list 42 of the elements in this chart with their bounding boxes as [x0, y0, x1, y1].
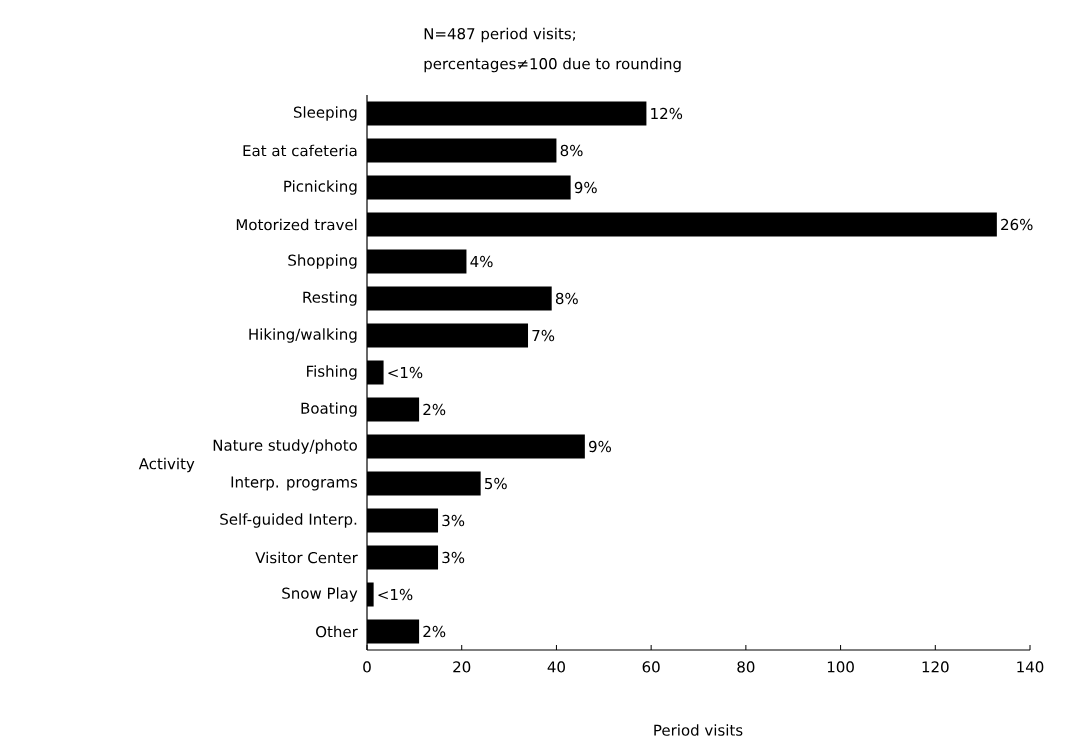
y-tick-label: Nature study/photo [213, 439, 357, 454]
y-tick-label: Snow Play [282, 587, 358, 602]
y-tick-label: Picnicking [284, 180, 357, 195]
x-tick-label: 100 [827, 661, 854, 673]
annotation: 9% [574, 181, 597, 194]
annotation: 2% [423, 403, 446, 416]
annotation: 2% [423, 625, 446, 638]
annotation: 8% [560, 144, 583, 157]
chart-subtitle: percentages≠100 due to rounding [424, 57, 681, 73]
annotation: 12% [651, 107, 683, 120]
annotation: <1% [378, 588, 413, 601]
x-tick-label: 140 [1017, 661, 1044, 673]
annotation: 26% [1001, 218, 1033, 231]
y-tick-label: Eat at cafeteria [243, 144, 357, 157]
y-tick-label: Interp. programs [231, 476, 358, 491]
x-tick-label: 120 [922, 661, 949, 673]
y-tick-label: Sleeping [293, 106, 357, 121]
annotation: <1% [388, 366, 423, 379]
y-tick-label: Other [316, 625, 358, 638]
annotation: 3% [442, 551, 465, 564]
x-tick-label: 40 [547, 661, 565, 673]
x-tick-label: 80 [737, 661, 755, 673]
annotation: 3% [442, 514, 465, 527]
annotation: 9% [588, 440, 612, 453]
y-tick-label: Fishing [307, 365, 357, 380]
annotation: 5% [485, 477, 507, 490]
y-tick-label: Shopping [288, 254, 357, 269]
y-axis-title: Activity [138, 457, 195, 473]
x-tick-label: 20 [453, 661, 471, 673]
y-tick-label: Self-guided Interp. [220, 513, 357, 528]
chart-title: N=487 period visits; [424, 27, 575, 43]
annotation: 7% [532, 329, 555, 342]
y-tick-label: Visitor Center [255, 551, 358, 564]
x-tick-label: 0 [363, 661, 371, 673]
x-tick-label: 60 [642, 661, 660, 673]
y-tick-label: Motorized travel [236, 218, 357, 231]
y-tick-label: Resting [303, 291, 357, 306]
annotation: 8% [555, 292, 578, 305]
annotation: 4% [470, 255, 493, 268]
y-tick-label: Hiking/walking [249, 328, 357, 343]
x-axis-title: Period visits [654, 724, 743, 736]
y-tick-label: Boating [301, 402, 357, 417]
